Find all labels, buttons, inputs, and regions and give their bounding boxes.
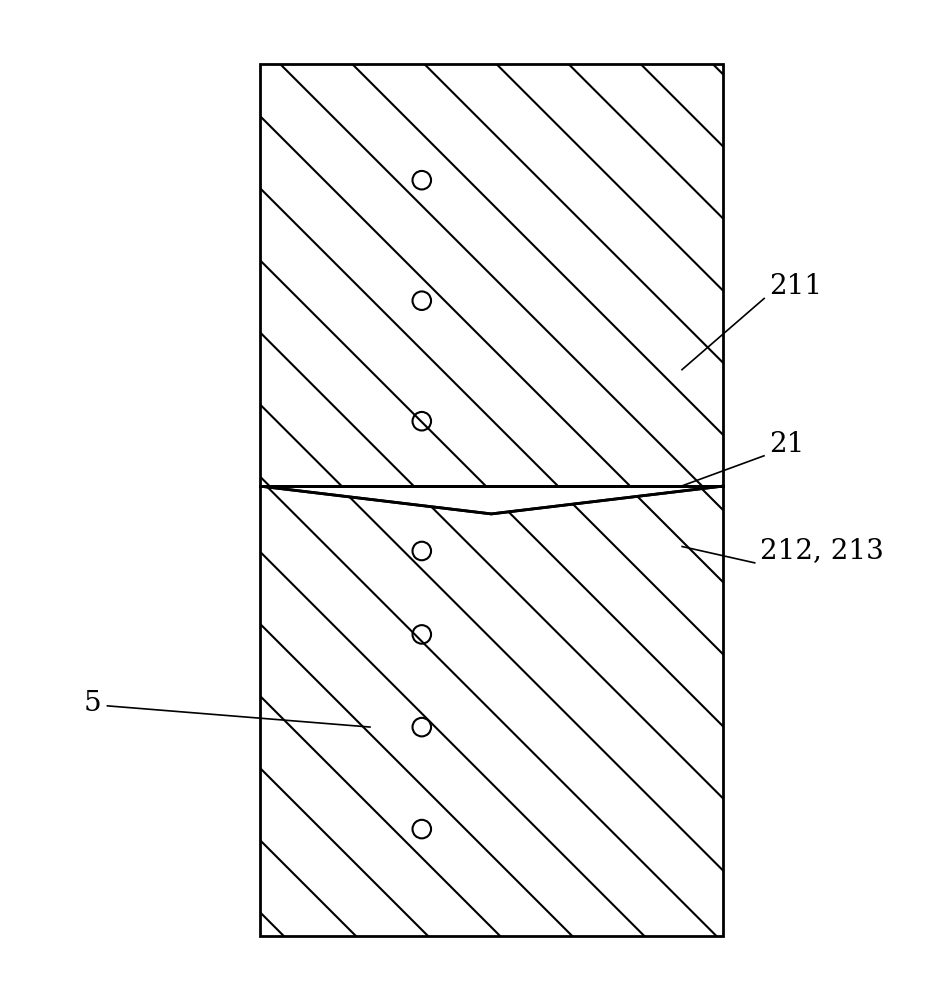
Bar — [260, 64, 723, 486]
Text: 21: 21 — [769, 431, 805, 458]
Bar — [260, 486, 723, 936]
Polygon shape — [260, 486, 723, 514]
Text: 212, 213: 212, 213 — [760, 537, 883, 564]
Text: 5: 5 — [83, 690, 101, 717]
Bar — [260, 64, 723, 486]
Bar — [260, 486, 723, 936]
Text: 211: 211 — [769, 273, 822, 300]
